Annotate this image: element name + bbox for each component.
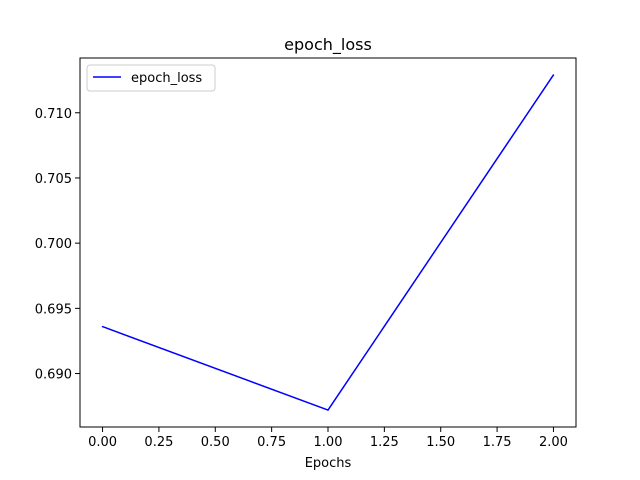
y-tick-label: 0.690 [35,368,72,383]
legend-box [86,64,216,92]
legend-label: epoch_loss [131,71,202,86]
y-tick-label: 0.710 [35,107,72,122]
x-tick-label: 1.75 [483,435,512,450]
legend: epoch_loss [86,64,216,92]
x-tick-label: 0.25 [144,435,173,450]
x-tick-label: 0.50 [201,435,230,450]
x-tick-label: 0.00 [88,435,117,450]
axes-background [80,58,576,427]
x-tick-label: 2.00 [539,435,568,450]
y-axis: 0.690 0.695 0.700 0.705 0.710 [35,107,80,383]
series-layer [101,74,555,411]
x-axis: 0.00 0.25 0.50 0.75 1.00 1.25 1.50 1.75 2.00 [88,427,568,450]
x-tick-label: 0.75 [257,435,286,450]
x-tick-label: 1.00 [314,435,343,450]
x-axis-label: Epochs [305,456,352,471]
data-point [552,74,555,76]
y-tick-label: 0.700 [35,237,72,252]
data-point [101,325,104,328]
y-tick-label: 0.695 [35,302,72,317]
data-point [327,409,329,411]
plot-area [79,57,577,428]
chart-title: epoch_loss [284,35,372,55]
y-tick-label: 0.705 [35,172,72,187]
x-tick-label: 1.50 [426,435,455,450]
x-tick-label: 1.25 [370,435,399,450]
